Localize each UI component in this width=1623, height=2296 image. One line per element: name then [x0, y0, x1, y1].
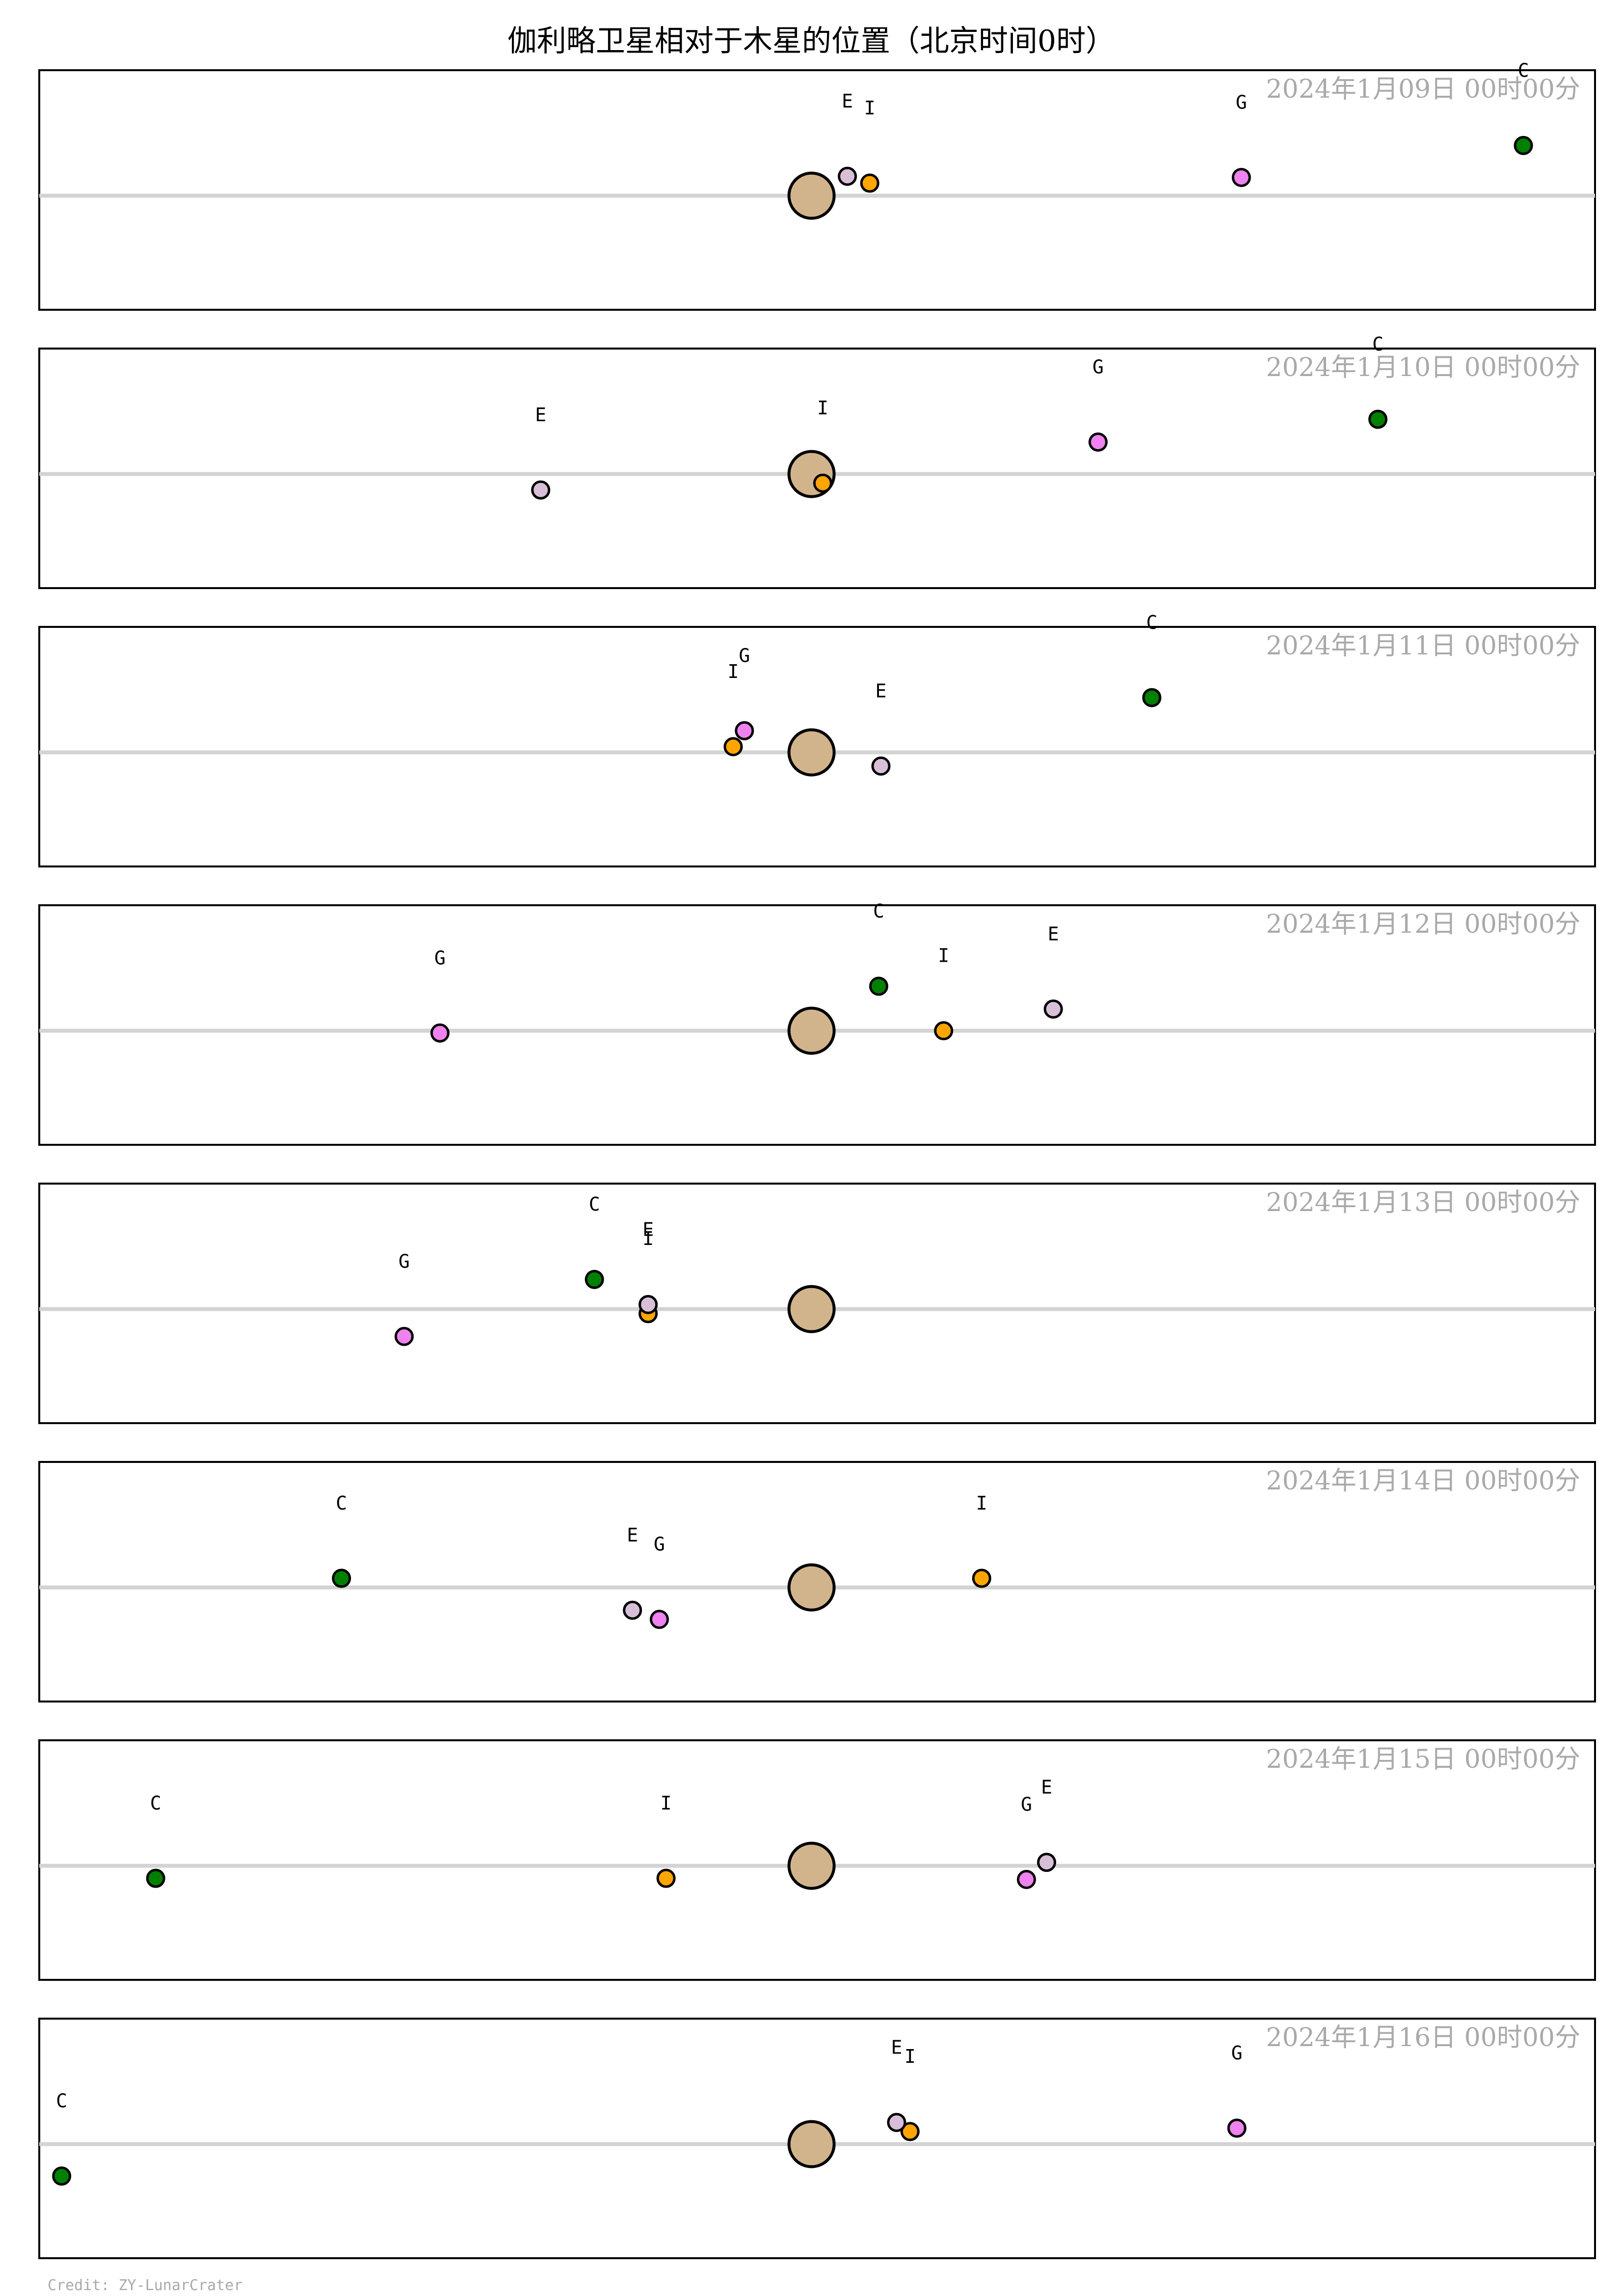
panel: 2024年1月14日 00时00分 I E G C [38, 1461, 1596, 1702]
moon-marker-I [723, 737, 743, 756]
date-label: 2024年1月10日 00时00分 [1266, 353, 1580, 382]
moon-marker-E [531, 480, 551, 500]
moon-label-E: E [642, 1218, 654, 1240]
moon-label-E: E [1048, 923, 1059, 945]
date-label: 2024年1月11日 00时00分 [1266, 631, 1580, 661]
moon-marker-I [972, 1568, 991, 1588]
date-label: 2024年1月12日 00时00分 [1266, 910, 1580, 939]
moon-marker-E [887, 2112, 906, 2132]
jupiter-disc [787, 728, 836, 777]
moon-marker-G [1227, 2118, 1247, 2138]
date-label: 2024年1月13日 00时00分 [1266, 1188, 1580, 1217]
jupiter-disc [787, 1285, 836, 1333]
moon-marker-G [735, 721, 754, 740]
jupiter-disc [787, 171, 836, 220]
moon-marker-I [813, 473, 832, 493]
moon-marker-C [1514, 135, 1533, 155]
moon-label-E: E [842, 90, 853, 112]
moon-marker-G [1231, 167, 1251, 187]
moon-marker-E [639, 1295, 658, 1314]
date-label: 2024年1月16日 00时00分 [1266, 2023, 1580, 2053]
jupiter-disc [787, 1841, 836, 1890]
moon-label-I: I [661, 1792, 672, 1814]
moon-marker-C [332, 1568, 351, 1588]
moon-label-C: C [56, 2090, 67, 2112]
moon-label-I: I [905, 2046, 916, 2067]
moon-label-C: C [873, 900, 884, 922]
jupiter-disc [787, 2120, 836, 2168]
moon-label-I: I [642, 1228, 654, 1249]
moon-marker-I [900, 2122, 920, 2141]
moon-marker-C [1142, 688, 1162, 707]
moon-marker-G [1088, 432, 1108, 452]
moon-label-I: I [817, 397, 828, 419]
moon-marker-C [52, 2166, 72, 2186]
moon-label-C: C [150, 1792, 161, 1814]
moon-label-G: G [739, 645, 750, 666]
moon-label-G: G [399, 1250, 410, 1272]
moon-marker-G [1016, 1870, 1036, 1890]
moon-marker-G [394, 1326, 414, 1346]
moon-marker-E [871, 756, 891, 776]
moon-label-G: G [434, 947, 446, 969]
moon-marker-I [934, 1021, 954, 1041]
moon-label-G: G [1021, 1794, 1032, 1815]
moon-label-G: G [1231, 2042, 1243, 2064]
date-label: 2024年1月14日 00时00分 [1266, 1466, 1580, 1496]
moon-marker-I [656, 1868, 676, 1888]
moon-marker-C [869, 976, 888, 996]
moon-label-E: E [876, 680, 887, 702]
moon-marker-E [838, 166, 857, 186]
panel: 2024年1月11日 00时00分 I E G C [38, 612, 1596, 867]
moon-marker-G [649, 1610, 669, 1629]
moon-marker-E [623, 1600, 642, 1620]
moon-label-C: C [1518, 59, 1529, 81]
panel: 2024年1月16日 00时00分 IE G C [38, 2018, 1596, 2259]
date-label: 2024年1月09日 00时00分 [1266, 75, 1580, 104]
moon-marker-C [1368, 409, 1388, 429]
panel: 2024年1月12日 00时00分 I E G C [38, 900, 1596, 1146]
moon-marker-C [146, 1868, 165, 1888]
moon-label-E: E [1041, 1777, 1052, 1798]
jupiter-disc [787, 1006, 836, 1055]
moon-label-C: C [336, 1492, 347, 1514]
date-label: 2024年1月15日 00时00分 [1266, 1745, 1580, 1774]
moon-label-I: I [864, 97, 876, 119]
chart-title: 伽利略卫星相对于木星的位置（北京时间0时） [507, 24, 1115, 58]
moon-label-C: C [589, 1193, 600, 1215]
moon-label-C: C [1372, 333, 1384, 355]
moon-label-I: I [938, 945, 949, 967]
jupiter-disc [787, 1563, 836, 1612]
moon-label-E: E [891, 2036, 902, 2058]
moon-label-I: I [976, 1492, 987, 1514]
credit-text: Credit: ZY-LunarCrater [48, 2277, 242, 2294]
moon-label-C: C [1146, 612, 1157, 633]
panel: 2024年1月09日 00时00分 IE G C [38, 59, 1596, 311]
moon-label-I: I [728, 661, 739, 682]
moon-label-E: E [627, 1524, 638, 1546]
panel: 2024年1月15日 00时00分 I EG C [38, 1739, 1596, 1981]
panel: 2024年1月10日 00时00分 I E G C [38, 333, 1596, 589]
moon-label-E: E [535, 404, 546, 426]
moon-label-G: G [1236, 91, 1247, 113]
moon-label-G: G [1092, 356, 1104, 378]
moon-marker-C [585, 1270, 604, 1289]
moon-marker-E [1037, 1853, 1057, 1872]
moon-marker-G [430, 1023, 450, 1043]
moon-marker-I [860, 173, 879, 193]
moon-label-G: G [654, 1534, 665, 1555]
moon-marker-E [1043, 999, 1063, 1019]
panel: 2024年1月13日 00时00分 IE G C [38, 1183, 1596, 1424]
